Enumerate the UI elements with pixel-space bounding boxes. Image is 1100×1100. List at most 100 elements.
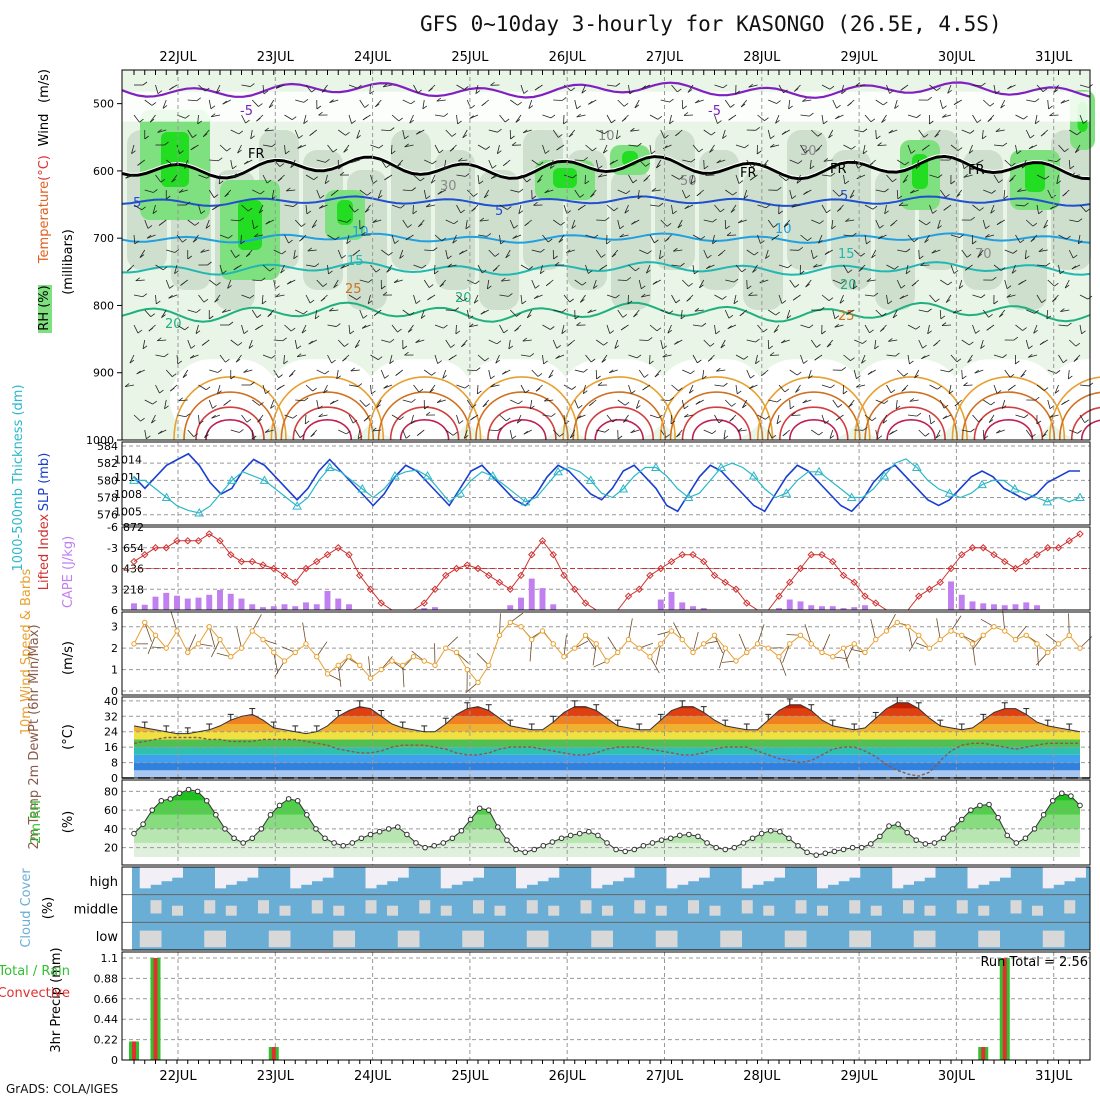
wind-barb [356,129,361,139]
cloud-row-label: middle [74,903,118,918]
wind-barb [542,414,552,417]
wind-barb [359,189,368,196]
wind-barb-flag [486,233,492,237]
thickness-point [1009,483,1020,493]
lifted-ytick-label: -3 [107,542,118,555]
wind-barb-flag [410,420,416,425]
wind-barb-flag [828,134,833,139]
cloud-yunit: (%) [41,897,56,920]
wind-barb-flag [804,149,810,154]
wind-barb [515,114,522,123]
wind-barb-flag [614,345,620,349]
wind-barb-flag [237,342,243,346]
wind-barb-flag [296,353,302,358]
wind-barb [219,264,223,274]
lifted-point [689,550,697,559]
wind-barb-flag [210,113,216,118]
wind-barb-flag [884,210,889,215]
rh-point [849,844,856,851]
wind-barb [161,309,167,318]
wind-barb [284,324,292,332]
wind10m-barb [529,639,533,662]
wind-barb [993,264,1002,271]
temp-contour-minus5 [121,81,1091,99]
wind-barb [135,279,145,282]
thickness-point [390,471,400,480]
cloud-mid-gap [1032,905,1043,916]
wind-barb-flag [682,105,687,110]
wind-barb-flag [286,280,292,285]
rh-dry-patch [559,359,670,440]
wind-barb-flag [583,157,588,161]
wind-barb [1025,219,1034,227]
wind-barb-flag [943,206,948,211]
rh-point [795,842,801,849]
wind-barb [155,294,157,305]
warm-contour [465,376,579,441]
wind-barb [509,429,513,439]
wind-barb-flag [197,120,202,125]
wind-barb [660,339,664,349]
wind-barb [166,249,176,253]
wind-barb [1067,369,1070,379]
wind-barb [882,414,887,424]
wind-barb-flag [735,90,740,95]
thickness-ytick-label: 582 [97,457,118,470]
wind-barb-flag [332,148,338,153]
wind-barb-flag [616,135,621,140]
wind-barb-flag [773,224,778,228]
wind-barb-flag [836,104,841,109]
wind-barb-flag [464,384,470,389]
rh-yunit: (%) [61,811,76,834]
wind-barb [1036,84,1044,92]
wind-barb-flag [415,339,420,343]
wind-barb-flag [698,148,704,153]
wind-barb-flag [247,207,253,212]
wind-barb [832,99,837,109]
wind-speed-point [593,641,599,647]
wind-barb [712,234,715,244]
rh-patch [699,150,739,290]
wind-barb-flag [178,397,184,402]
rh-point [422,844,428,851]
wind-barb-flag [218,180,224,185]
wind-barb-flag [418,388,424,393]
cape-ylabel: CAPE (J/kg) [61,536,76,608]
wind-barb-flag [344,343,349,347]
wind-speed-point [969,641,976,647]
wind-barb-flag [329,99,334,103]
cape-bar [507,605,514,610]
wind-speed-point [378,666,384,673]
wind-barb-flag [436,399,442,403]
wind-barb-flag [264,127,270,132]
wind-barb [623,414,629,423]
wind10m-barb [757,624,765,644]
wind-barb-flag [892,178,897,183]
wind-barb-flag [1023,414,1029,418]
rh-point [613,846,619,853]
wind-barb-flag [334,236,340,240]
wind-barb-flag [199,420,204,425]
wind-barb-flag [354,208,359,213]
wind-speed-point [797,632,804,638]
lifted-ylabel: Lifted Index [37,513,52,590]
wind-barb-flag [866,278,872,282]
lifted-point [528,550,536,559]
wind-barb [383,84,393,88]
wind-barb [853,369,857,379]
wind-barb [552,129,559,138]
cape-bar [690,606,696,610]
wind-barb [257,414,264,423]
rh-patch [611,170,651,310]
wind-barb-flag [161,314,166,318]
wind-barb-flag [632,179,638,184]
lifted-point [237,557,246,566]
wind-barb-flag [684,405,689,410]
wind10m-barb [236,627,242,649]
cloud-low-gap [462,930,474,948]
wind-barb [918,129,925,138]
wind-barb-flag [275,285,280,290]
wind-barb [214,294,221,303]
wind-barb [861,354,866,364]
wind-barb-flag [781,339,786,344]
